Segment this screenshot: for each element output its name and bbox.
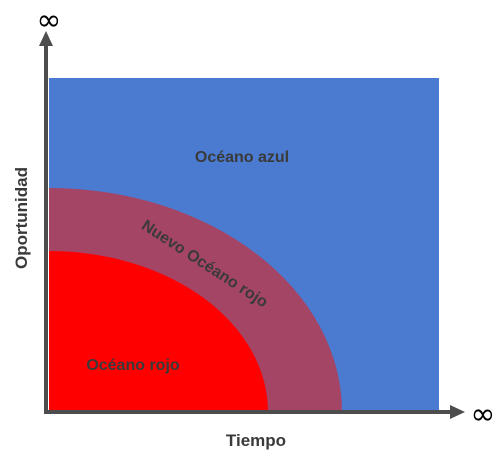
y-axis-arrow-icon	[39, 31, 53, 46]
x-axis-infinity-symbol: ∞	[471, 397, 496, 432]
y-axis-infinity-symbol: ∞	[37, 3, 62, 38]
red-ocean-label: Océano rojo	[86, 357, 180, 374]
blue-ocean-label: Océano azul	[195, 149, 289, 166]
x-axis-arrow-icon	[450, 405, 465, 419]
y-axis-title: Oportunidad	[12, 167, 31, 269]
red-ocean-region	[49, 251, 268, 412]
x-axis-title: Tiempo	[226, 431, 286, 450]
